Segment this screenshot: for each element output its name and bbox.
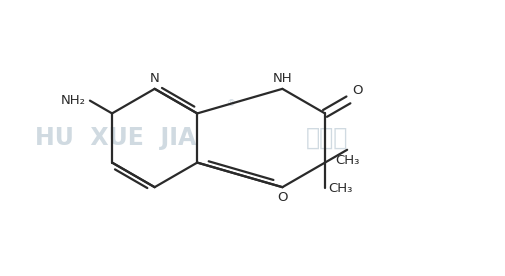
Text: HU  XUE  JIA: HU XUE JIA xyxy=(35,126,195,150)
Text: ®: ® xyxy=(226,99,235,108)
Text: O: O xyxy=(351,84,362,97)
Text: N: N xyxy=(149,72,159,85)
Text: 化学加: 化学加 xyxy=(305,126,347,150)
Text: O: O xyxy=(277,191,287,204)
Text: NH₂: NH₂ xyxy=(61,94,86,107)
Text: CH₃: CH₃ xyxy=(334,154,359,167)
Text: NH: NH xyxy=(272,72,292,85)
Text: CH₃: CH₃ xyxy=(327,182,351,195)
